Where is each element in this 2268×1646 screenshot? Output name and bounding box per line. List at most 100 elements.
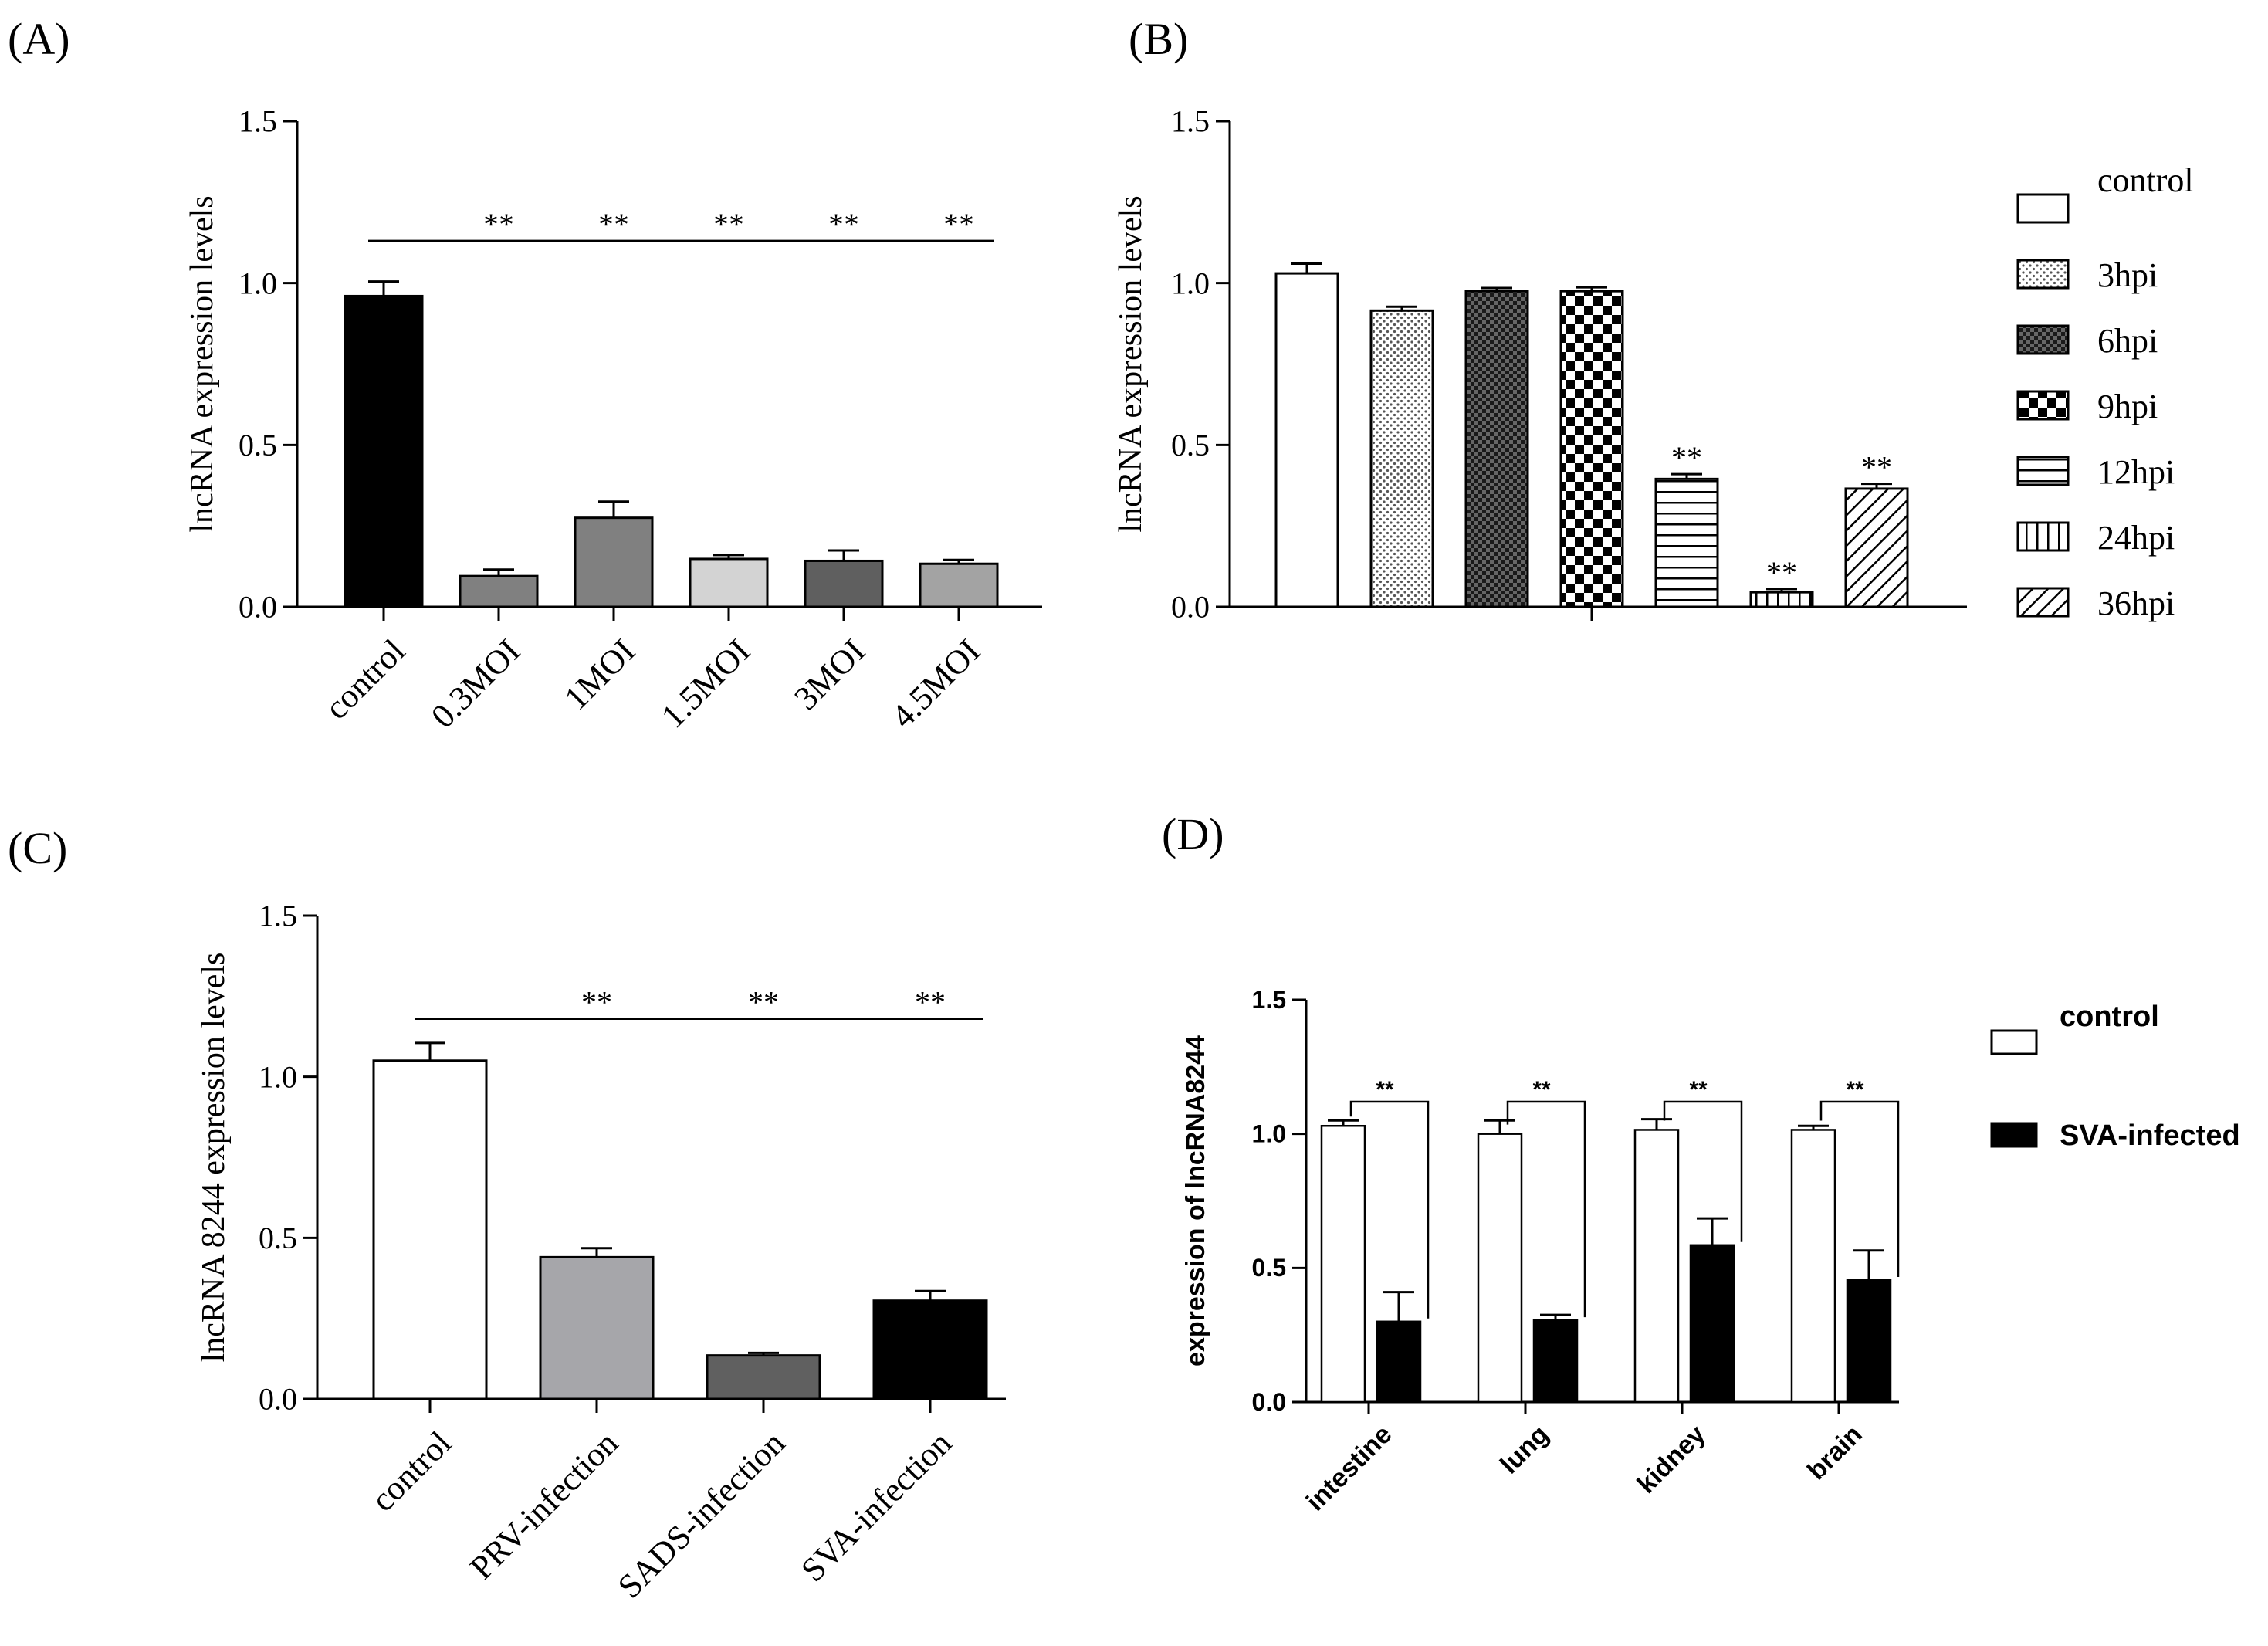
y-tick-label: 1.5 xyxy=(259,899,297,933)
bar xyxy=(689,557,769,608)
x-tick-label: control xyxy=(364,1424,459,1519)
y-axis-label: lncRNA expression levels xyxy=(184,195,220,532)
y-tick-label: 0.5 xyxy=(1252,1254,1286,1282)
bar xyxy=(872,1299,988,1400)
y-axis-label: lncRNA expression levels xyxy=(1113,195,1149,532)
x-tick-label: 3MOI xyxy=(787,632,872,717)
legend-swatch xyxy=(1990,1122,2038,1148)
y-tick-label: 0.5 xyxy=(259,1221,297,1255)
y-tick-label: 0.5 xyxy=(1171,428,1210,462)
bar xyxy=(919,562,999,608)
x-tick-label: intestine xyxy=(1301,1420,1398,1517)
x-tick-label: brain xyxy=(1802,1420,1868,1486)
panel-label: (C) xyxy=(8,823,67,873)
y-tick-label: 0.0 xyxy=(1252,1388,1286,1416)
legend-label: control xyxy=(2060,1001,2159,1033)
significance-stars: ** xyxy=(1689,1077,1708,1102)
legend-label: 24hpi xyxy=(2097,519,2175,557)
x-tick-label: 1MOI xyxy=(557,632,642,717)
significance-bracket xyxy=(1349,1100,1430,1319)
significance-stars: ** xyxy=(1766,555,1797,590)
panel-c: (C) 0.0 0.5 1.0 1.5 lncRNA 8244 expression le… xyxy=(8,823,1006,1606)
significance-stars: ** xyxy=(1671,440,1702,475)
x-tick-label: lung xyxy=(1495,1420,1555,1480)
panel-d: (D) 0.0 0.5 1.0 1.5 expression of lncRNA8244 *… xyxy=(1162,809,2240,1517)
bar xyxy=(804,559,884,608)
panel-label: (A) xyxy=(8,14,70,64)
bar xyxy=(1464,290,1529,608)
bar xyxy=(459,574,539,608)
significance-bracket xyxy=(1819,1100,1900,1277)
significance-stars: ** xyxy=(915,985,946,1020)
legend-label: 6hpi xyxy=(2097,322,2158,360)
x-tick-label: PRV-infection xyxy=(462,1424,625,1587)
bar-control xyxy=(1477,1133,1523,1404)
legend-swatch xyxy=(1990,1029,2038,1055)
significance-stars: ** xyxy=(483,207,514,242)
x-tick-label: SADS-infection xyxy=(611,1424,792,1605)
bar xyxy=(1654,477,1719,608)
legend-swatch xyxy=(2016,390,2070,421)
bar xyxy=(1749,591,1814,608)
legend-swatch xyxy=(2016,456,2070,486)
significance-stars: ** xyxy=(1376,1077,1394,1102)
legend-label: 9hpi xyxy=(2097,388,2158,425)
bar xyxy=(1274,272,1339,608)
bar-control xyxy=(1790,1129,1836,1404)
bar xyxy=(539,1255,655,1400)
legend-label: SVA-infected xyxy=(2060,1119,2240,1152)
bar-sva-infected xyxy=(1532,1319,1579,1404)
legend-swatch xyxy=(2016,521,2070,552)
legend-swatch xyxy=(2016,587,2070,618)
panel-b: (B) 0.0 0.5 1.0 1.5 lncRNA expression levels *… xyxy=(1113,14,2194,625)
bar xyxy=(1369,309,1434,608)
legend-swatch xyxy=(2016,259,2070,290)
significance-stars: ** xyxy=(943,207,974,242)
bar-control xyxy=(1633,1129,1680,1404)
legend-swatch xyxy=(2016,324,2070,355)
bar xyxy=(574,516,654,608)
y-tick-label: 1.0 xyxy=(239,266,277,300)
bar xyxy=(706,1354,821,1400)
x-tick-label: kidney xyxy=(1632,1420,1711,1499)
legend-label: 3hpi xyxy=(2097,256,2158,294)
bar-sva-infected xyxy=(1376,1320,1422,1404)
legend-label: 12hpi xyxy=(2097,453,2175,491)
y-tick-label: 1.5 xyxy=(239,104,277,139)
significance-bracket xyxy=(1506,1100,1586,1318)
legend-swatch xyxy=(2016,193,2070,224)
significance-bracket xyxy=(1663,1100,1743,1242)
x-tick-label: SVA-infection xyxy=(794,1424,959,1589)
y-axis-label: expression of lncRNA8244 xyxy=(1181,1035,1210,1367)
y-tick-label: 1.0 xyxy=(1252,1120,1286,1148)
bar xyxy=(372,1059,488,1400)
x-tick-label: 0.3MOI xyxy=(424,632,527,735)
y-axis-label: lncRNA 8244 expression levels xyxy=(196,953,232,1363)
significance-stars: ** xyxy=(581,985,612,1020)
legend-label: control xyxy=(2097,161,2194,199)
x-tick-label: 4.5MOI xyxy=(884,632,987,735)
bar xyxy=(344,294,424,608)
y-tick-label: 1.0 xyxy=(1171,266,1210,300)
significance-stars: ** xyxy=(1846,1077,1864,1102)
significance-stars: ** xyxy=(713,207,744,242)
bar xyxy=(1844,487,1909,608)
significance-stars: ** xyxy=(748,985,779,1020)
legend-label: 36hpi xyxy=(2097,584,2175,622)
significance-stars: ** xyxy=(598,207,629,242)
bar xyxy=(1559,290,1624,608)
significance-stars: ** xyxy=(1861,450,1892,485)
y-tick-label: 0.0 xyxy=(1171,590,1210,625)
y-tick-label: 1.0 xyxy=(259,1059,297,1094)
significance-stars: ** xyxy=(1532,1077,1551,1102)
y-tick-label: 0.0 xyxy=(259,1382,297,1417)
panel-a: (A) 0.0 0.5 1.0 1.5 lncRNA expression levels c… xyxy=(8,14,1042,735)
significance-stars: ** xyxy=(828,207,859,242)
x-tick-label: 1.5MOI xyxy=(654,632,757,735)
y-tick-label: 1.5 xyxy=(1171,104,1210,139)
bar-control xyxy=(1320,1124,1366,1404)
y-tick-label: 1.5 xyxy=(1252,986,1286,1014)
x-tick-label: control xyxy=(317,632,412,726)
bar-sva-infected xyxy=(1846,1279,1892,1404)
